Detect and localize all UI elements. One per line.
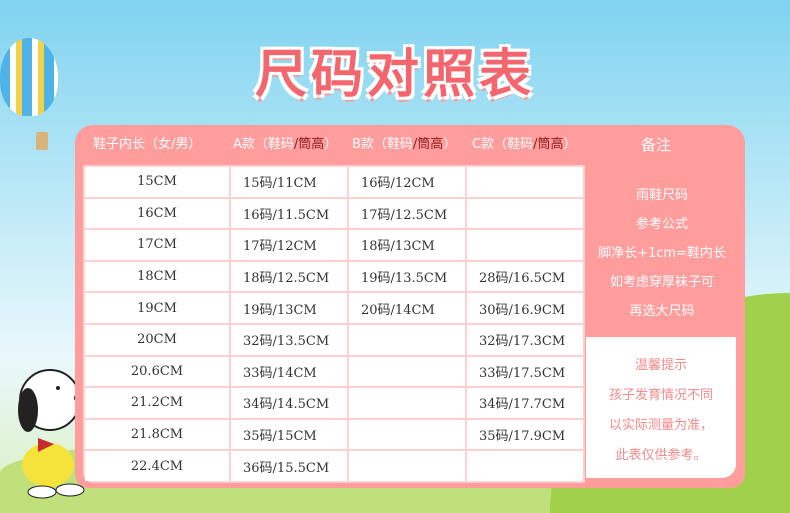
table-cell: 17码/12.5CM [349, 198, 465, 229]
table-cell: 33码/17.5CM [467, 356, 583, 387]
header-label: A款（鞋码 [233, 137, 294, 152]
header-label-end: ） [443, 137, 457, 152]
table-cell: 32码/17.3CM [467, 324, 583, 355]
balloon-basket-icon [36, 132, 48, 150]
header-label-height: /筒高 [533, 137, 564, 152]
note-line: 如考虑穿厚袜子可 [609, 275, 714, 290]
header-label: 备注 [641, 136, 672, 154]
hot-air-balloon-icon [0, 38, 58, 116]
table-cell: 21.8CM [85, 419, 229, 450]
table-cell: 17码/12CM [231, 230, 347, 260]
table-cell [467, 451, 583, 481]
table-cell [467, 167, 583, 197]
table-cell: 20.6CM [85, 356, 229, 387]
table-cell: 19码/13.5CM [349, 261, 465, 292]
table-cell [349, 388, 465, 418]
table-cell: 20码/14CM [349, 293, 465, 323]
table-row: 16CM 16码/11.5CM 17码/12.5CM [85, 198, 583, 229]
table-cell [349, 324, 465, 355]
note-line: 参考公式 [635, 217, 688, 232]
table-cell [349, 451, 465, 481]
table-cell: 16码/11.5CM [231, 198, 347, 229]
table-cell: 19CM [85, 293, 229, 323]
note-line: 再选大尺码 [629, 304, 695, 319]
header-label-end: ） [324, 137, 338, 152]
table-cell: 36码/15.5CM [231, 451, 347, 481]
header-inner-length: 鞋子内长（女/男） [93, 125, 201, 165]
header-label: B款（鞋码 [352, 137, 413, 152]
note-line: 脚净长+1cm=鞋内长 [598, 246, 726, 261]
table-cell: 15码/11CM [231, 167, 347, 197]
table-cell: 18码/12.5CM [231, 261, 347, 292]
header-style-b: B款（鞋码/筒高） [352, 125, 456, 165]
header-label-height: /筒高 [412, 137, 444, 152]
table-cell: 30码/16.9CM [467, 293, 583, 323]
tips-line: 温馨提示 [634, 358, 687, 373]
tips-note: 温馨提示 孩子发育情况不同 以实际测量为准， 此表仅供参考。 [586, 337, 736, 478]
tips-line: 孩子发育情况不同 [608, 388, 713, 403]
table-cell: 22.4CM [85, 451, 229, 481]
table-cell [467, 230, 583, 260]
table-row: 21.2CM 34码/14.5CM 34码/17.7CM [85, 388, 583, 418]
table-cell: 34码/17.7CM [467, 388, 583, 418]
table-cell: 33码/14CM [231, 356, 347, 387]
table-cell: 16码/12CM [349, 167, 465, 197]
table-cell: 18码/13CM [349, 230, 465, 260]
table-cell: 16CM [85, 198, 229, 229]
table-cell: 17CM [85, 230, 229, 260]
table-cell: 21.2CM [85, 388, 229, 418]
note-line: 雨鞋尺码 [635, 188, 688, 203]
table-cell [467, 198, 583, 229]
table-row: 18CM 18码/12.5CM 19码/13.5CM 28码/16.5CM [85, 261, 583, 292]
tips-line: 此表仅供参考。 [615, 448, 707, 463]
table-cell [349, 419, 465, 450]
table-cell: 18CM [85, 261, 229, 292]
size-chart: 鞋子内长（女/男） A款（鞋码/筒高） B款（鞋码/筒高） C款（鞋码/筒高） … [75, 125, 745, 488]
table-row: 15CM 15码/11CM 16码/12CM [85, 167, 583, 197]
header-label: 鞋子内长（女/男） [93, 137, 202, 152]
header-notes: 备注 [641, 125, 671, 165]
table-cell: 35码/15CM [231, 419, 347, 450]
size-table: 15CM 15码/11CM 16码/12CM 16CM 16码/11.5CM 17码/12… [83, 165, 585, 483]
table-row: 20.6CM 33码/14CM 33码/17.5CM [85, 356, 583, 387]
table-row: 22.4CM 36码/15.5CM [85, 451, 583, 481]
table-cell: 34码/14.5CM [231, 388, 347, 418]
tips-line: 以实际测量为准， [608, 418, 713, 433]
table-cell: 28码/16.5CM [467, 261, 583, 292]
table-row: 17CM 17码/12CM 18码/13CM [85, 230, 583, 260]
header-label-height: /筒高 [293, 137, 325, 152]
table-cell: 20CM [85, 324, 229, 355]
header-style-a: A款（鞋码/筒高） [233, 125, 337, 165]
formula-note: 雨鞋尺码 参考公式 脚净长+1cm=鞋内长 如考虑穿厚袜子可 再选大尺码 [586, 165, 738, 337]
header-style-c: C款（鞋码/筒高） [472, 125, 576, 165]
page-title: 尺码对照表 [254, 45, 535, 105]
table-cell: 32码/13.5CM [231, 324, 347, 355]
table-cell: 19码/13CM [231, 293, 347, 323]
table-row: 19CM 19码/13CM 20码/14CM 30码/16.9CM [85, 293, 583, 323]
header-label-end: ） [563, 137, 577, 152]
table-row: 21.8CM 35码/15CM 35码/17.9CM [85, 419, 583, 450]
table-cell [349, 356, 465, 387]
snoopy-illustration [18, 369, 86, 499]
table-cell: 35码/17.9CM [467, 419, 583, 450]
table-row: 20CM 32码/13.5CM 32码/17.3CM [85, 324, 583, 355]
table-cell: 15CM [85, 167, 229, 197]
header-label: C款（鞋码 [472, 137, 534, 152]
